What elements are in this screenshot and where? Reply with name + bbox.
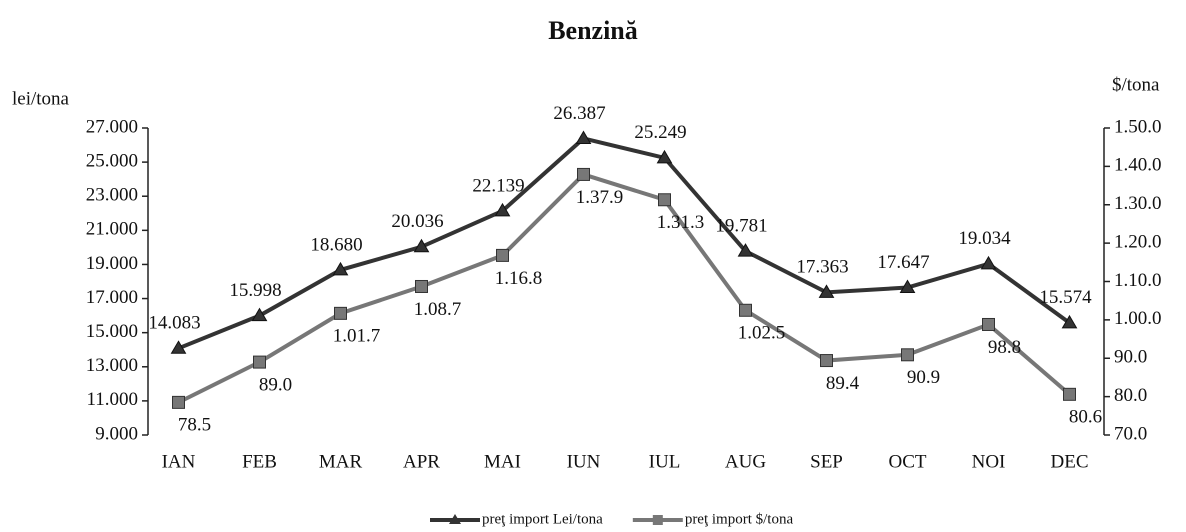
data-label: 89.0 <box>259 374 292 395</box>
y-tick-label: 11.000 <box>86 389 138 410</box>
y2-tick-label: 1.00.0 <box>1114 308 1162 329</box>
marker <box>899 279 916 294</box>
data-label: 17.647 <box>877 252 929 273</box>
y2-axis-label: $/tona <box>1112 74 1160 95</box>
y2-tick-label: 80.0 <box>1114 385 1147 406</box>
y-tick-label: 27.000 <box>86 116 138 137</box>
marker <box>172 395 185 409</box>
data-label: 89.4 <box>826 373 860 394</box>
x-tick-label: APR <box>403 451 440 472</box>
x-tick-label: NOI <box>972 451 1006 472</box>
y2-tick-label: 90.0 <box>1114 347 1147 368</box>
legend-label: preţ import Lei/tona <box>482 511 603 527</box>
legend-marker <box>449 514 461 524</box>
marker <box>980 255 997 270</box>
series-line <box>177 172 1071 405</box>
marker <box>1063 387 1076 401</box>
y2-tick-label: 1.30.0 <box>1114 193 1162 214</box>
marker <box>658 193 671 207</box>
marker <box>656 149 673 164</box>
data-label: 1.01.7 <box>333 326 381 347</box>
y-tick-label: 19.000 <box>86 253 138 274</box>
x-tick-label: SEP <box>810 451 843 472</box>
marker <box>170 340 187 354</box>
data-label: 22.139 <box>472 175 524 196</box>
data-label: 1.37.9 <box>576 187 624 208</box>
x-tick-label: DEC <box>1051 451 1089 472</box>
data-label: 1.16.8 <box>495 268 543 289</box>
data-label: 17.363 <box>796 257 848 278</box>
y2-tick-label: 70.0 <box>1114 423 1147 444</box>
x-tick-label: OCT <box>889 451 927 472</box>
marker <box>577 167 590 181</box>
legend-marker <box>652 515 663 525</box>
marker <box>1061 314 1078 329</box>
marker <box>739 303 752 317</box>
data-label: 1.08.7 <box>414 299 462 320</box>
y-tick-label: 21.000 <box>86 219 138 240</box>
marker <box>575 130 592 144</box>
legend-label: preţ import $/tona <box>685 511 794 527</box>
marker <box>332 261 349 276</box>
marker <box>253 355 266 369</box>
y-tick-label: 9.000 <box>95 423 138 444</box>
y2-tick-label: 1.50.0 <box>1114 116 1162 137</box>
data-label: 98.8 <box>988 337 1021 358</box>
marker <box>413 238 430 253</box>
data-label: 15.998 <box>229 280 281 301</box>
data-label: 19.781 <box>715 215 767 236</box>
y-axis-label: lei/tona <box>12 88 70 109</box>
data-label: 19.034 <box>958 228 1011 249</box>
marker <box>496 248 509 262</box>
x-tick-label: AUG <box>725 451 766 472</box>
marker <box>334 306 347 320</box>
marker <box>415 279 428 293</box>
y2-tick-label: 1.10.0 <box>1114 270 1162 291</box>
data-label: 80.6 <box>1069 407 1102 428</box>
data-label: 18.680 <box>310 234 362 255</box>
x-tick-label: FEB <box>242 451 277 472</box>
data-label: 1.31.3 <box>657 212 705 233</box>
x-tick-label: MAR <box>319 451 363 472</box>
data-label: 78.5 <box>178 415 211 436</box>
marker <box>818 284 835 298</box>
y-tick-label: 25.000 <box>86 150 138 171</box>
marker <box>820 354 833 368</box>
data-label: 26.387 <box>553 103 605 124</box>
chart-title: Benzină <box>548 16 638 45</box>
y-tick-label: 17.000 <box>86 287 138 308</box>
x-tick-label: IUL <box>649 451 681 472</box>
marker <box>737 243 754 257</box>
y-tick-label: 15.000 <box>86 321 138 342</box>
y2-tick-label: 1.20.0 <box>1114 231 1162 252</box>
marker <box>982 317 995 331</box>
data-label: 1.02.5 <box>738 323 786 344</box>
y-tick-label: 23.000 <box>86 185 138 206</box>
data-label: 90.9 <box>907 367 940 388</box>
x-tick-label: IUN <box>567 451 601 472</box>
y-tick-label: 13.000 <box>86 355 138 376</box>
marker <box>251 307 268 322</box>
x-tick-label: MAI <box>484 451 521 472</box>
series-line <box>177 136 1071 351</box>
data-label: 25.249 <box>634 122 686 143</box>
marker <box>494 202 511 217</box>
data-label: 14.083 <box>148 313 200 334</box>
data-label: 20.036 <box>391 211 443 232</box>
y2-tick-label: 1.40.0 <box>1114 155 1162 176</box>
x-tick-label: IAN <box>162 451 196 472</box>
marker <box>901 348 914 362</box>
data-label: 15.574 <box>1039 287 1092 308</box>
